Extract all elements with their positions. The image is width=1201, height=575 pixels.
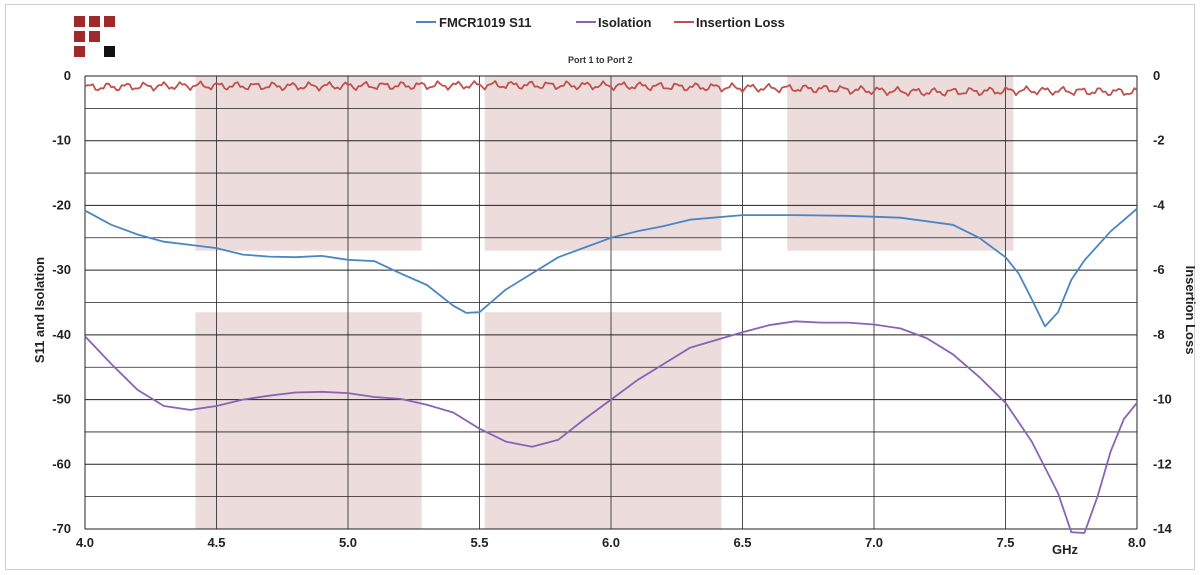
shaded-bands	[195, 76, 1014, 529]
shaded-band	[195, 312, 422, 529]
x-axis-unit-label: GHz	[1052, 542, 1079, 557]
x-tick-label: 8.0	[1128, 535, 1146, 550]
y-left-tick-label: -10	[52, 133, 71, 148]
x-tick-label: 7.0	[865, 535, 883, 550]
y-left-tick-label: -50	[52, 392, 71, 407]
series-line-s11	[84, 208, 1138, 328]
x-tick-label: 6.5	[733, 535, 751, 550]
series-line-insertion-loss	[84, 80, 1138, 97]
y-left-tick-label: 0	[64, 68, 71, 83]
series-lines	[84, 80, 1138, 534]
logo-square	[74, 46, 85, 57]
tick-labels: 4.0 4.5 5.0 5.5 6.0 6.5 7.0 7.5 8.00-10-20-30-40…	[52, 68, 1172, 550]
logo-square	[89, 31, 100, 42]
x-tick-label: 4.0	[76, 535, 94, 550]
y-left-tick-label: -60	[52, 456, 71, 471]
y-left-tick-label: -30	[52, 262, 71, 277]
logo-square	[89, 16, 100, 27]
legend-label-s11: FMCR1019 S11	[439, 15, 532, 30]
shaded-band	[195, 76, 422, 251]
y-right-tick-label: -14	[1153, 521, 1173, 536]
x-tick-label: 7.5	[996, 535, 1014, 550]
chart-subtitle: Port 1 to Port 2	[568, 55, 633, 65]
y-right-tick-label: -6	[1153, 262, 1165, 277]
legend-label-insertion-loss: Insertion Loss	[696, 15, 785, 30]
x-tick-label: 5.0	[339, 535, 357, 550]
logo-square	[104, 16, 115, 27]
y-left-tick-label: -70	[52, 521, 71, 536]
y-right-tick-label: -8	[1153, 327, 1165, 342]
chart-frame: 4.0 4.5 5.0 5.5 6.0 6.5 7.0 7.5 8.0 0 -10 -20 -30 -40…	[5, 4, 1196, 570]
y-axis-right-title: Insertion Loss	[1183, 266, 1196, 355]
chart-svg: 4.0 4.5 5.0 5.5 6.0 6.5 7.0 7.5 8.00-10-20-30-40…	[32, 15, 1196, 557]
y-axis-left-title: S11 and Isolation	[32, 257, 47, 363]
x-tick-label: 6.0	[602, 535, 620, 550]
logo-square	[74, 16, 85, 27]
logo-square	[104, 46, 115, 57]
x-tick-label: 4.5	[207, 535, 225, 550]
y-right-tick-label: -4	[1153, 197, 1165, 212]
shaded-band	[484, 312, 722, 529]
y-right-tick-label: -2	[1153, 133, 1165, 148]
y-left-tick-label: -40	[52, 327, 71, 342]
logo-square	[74, 31, 85, 42]
logo	[74, 16, 115, 57]
legend-label-isolation: Isolation	[598, 15, 652, 30]
shaded-band	[484, 76, 722, 251]
y-right-tick-label: -10	[1153, 392, 1172, 407]
legend: FMCR1019 S11 Isolation Insertion Loss	[416, 15, 785, 30]
series-line-isolation	[84, 320, 1138, 534]
shaded-band	[787, 76, 1014, 251]
x-tick-label: 5.5	[470, 535, 488, 550]
y-right-tick-label: 0	[1153, 68, 1160, 83]
y-left-tick-label: -20	[52, 197, 71, 212]
y-right-tick-label: -12	[1153, 456, 1172, 471]
grid-lines	[84, 75, 1138, 530]
